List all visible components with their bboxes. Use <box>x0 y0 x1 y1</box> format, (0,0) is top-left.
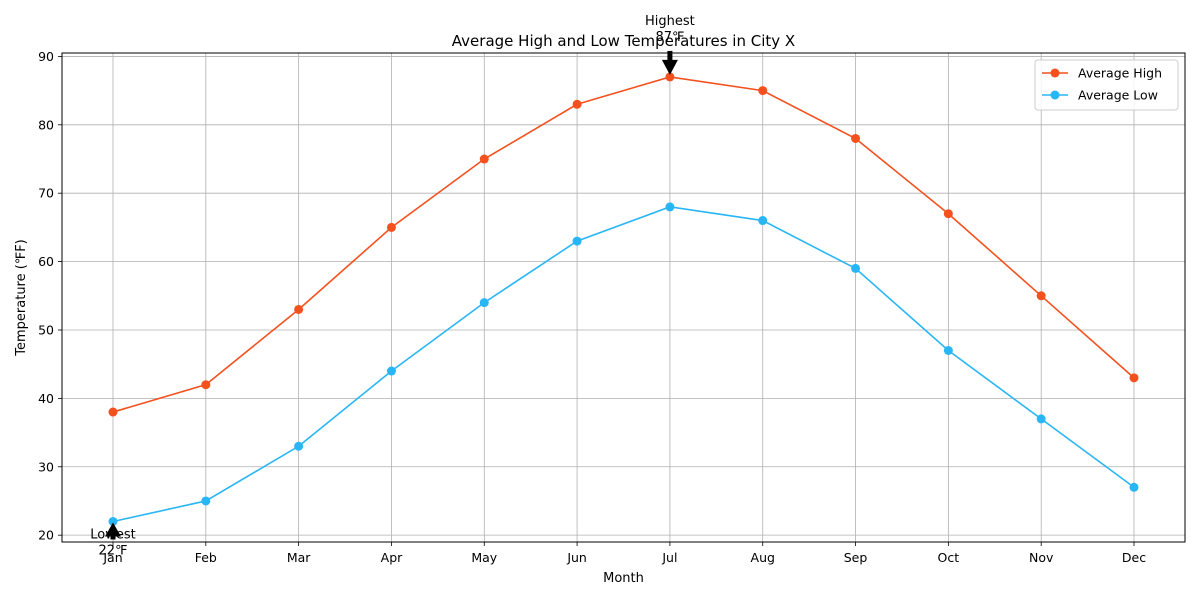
annotation-value: 22℉ <box>99 543 128 558</box>
data-point <box>572 99 582 109</box>
axis-ticks: Jan Feb Mar Apr May Jun Jul Aug Sep Oct Nov Dec 20 30… <box>38 49 1146 565</box>
series-line-low <box>112 206 1135 523</box>
y-tick-label: 60 <box>38 254 54 269</box>
legend: Average High Average Low <box>1034 59 1179 111</box>
data-point <box>851 263 861 273</box>
grid-lines <box>62 53 1185 542</box>
x-tick-label: Sep <box>844 550 868 565</box>
data-point <box>665 72 675 82</box>
data-point <box>386 366 396 376</box>
annotation-label: Highest <box>645 14 695 29</box>
annotation-value: 87℉ <box>655 30 684 45</box>
x-tick-label: Oct <box>938 550 960 565</box>
data-point <box>108 407 118 417</box>
data-point <box>572 236 582 246</box>
y-tick-label: 40 <box>38 391 54 406</box>
y-axis-label: Temperature (℉F) <box>14 239 29 356</box>
annotation-arrow-head <box>105 522 121 537</box>
legend-swatch-marker <box>1050 68 1060 78</box>
data-point <box>201 496 211 506</box>
data-point <box>294 304 304 314</box>
data-point <box>1129 373 1139 383</box>
legend-swatch-marker <box>1050 90 1060 100</box>
data-point <box>108 516 118 526</box>
y-tick-label: 20 <box>38 528 54 543</box>
chart-title: Average High and Low Temperatures in Cit… <box>452 32 795 50</box>
data-point <box>943 209 953 219</box>
legend-entry-label: Average High <box>1078 66 1162 81</box>
legend-entry-label: Average Low <box>1078 88 1158 103</box>
data-point <box>1036 414 1046 424</box>
plot-frame <box>61 52 1186 543</box>
x-axis-label: Month <box>603 571 644 586</box>
annotation-arrow-shaft <box>110 535 116 540</box>
data-point <box>758 86 768 96</box>
data-point <box>386 222 396 232</box>
y-tick-label: 70 <box>38 186 54 201</box>
x-tick-label: Mar <box>287 550 311 565</box>
x-tick-label: Feb <box>195 550 217 565</box>
annotation-arrow-head <box>661 59 678 75</box>
data-point <box>1129 482 1139 492</box>
y-tick-label: 90 <box>38 49 54 64</box>
data-point <box>201 380 211 390</box>
x-tick-label: Aug <box>751 550 775 565</box>
data-point <box>665 202 675 212</box>
x-tick-label: Nov <box>1029 550 1054 565</box>
y-tick-label: 80 <box>38 117 54 132</box>
y-tick-label: 30 <box>38 459 54 474</box>
data-point <box>479 298 489 308</box>
series-lines <box>108 72 1139 526</box>
x-tick-label: May <box>471 550 497 565</box>
x-tick-label: Jul <box>661 550 677 565</box>
x-tick-label: Apr <box>381 550 403 565</box>
annotation-arrow-shaft <box>667 50 673 63</box>
data-point <box>1036 291 1046 301</box>
x-tick-label: Jun <box>566 550 587 565</box>
data-point <box>294 441 304 451</box>
data-point <box>758 216 768 226</box>
annotation-label: Lowest <box>90 527 135 542</box>
y-tick-label: 50 <box>38 322 54 337</box>
x-tick-label: Dec <box>1122 550 1146 565</box>
data-point <box>943 346 953 356</box>
data-point <box>851 133 861 143</box>
x-tick-label: Jan <box>102 550 122 565</box>
data-point <box>479 154 489 164</box>
legend-box <box>1034 59 1179 111</box>
series-line-high <box>112 76 1135 413</box>
